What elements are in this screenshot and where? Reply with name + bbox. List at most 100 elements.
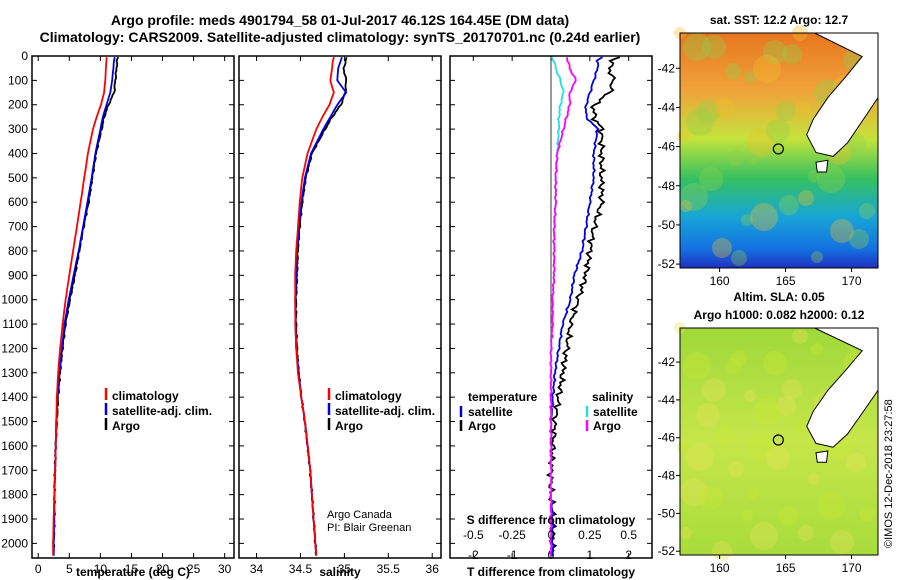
secondary-axis-label: S difference from climatology xyxy=(467,513,636,527)
sla-map-texture xyxy=(763,351,787,375)
sst-map-texture xyxy=(753,55,781,83)
sst-map-x-tick-label: 160 xyxy=(710,274,730,288)
depth-tick-label: 0 xyxy=(21,49,28,63)
figure-title-line1: Argo profile: meds 4901794_58 01-Jul-201… xyxy=(110,12,570,28)
depth-tick-label: 1300 xyxy=(1,366,28,380)
sla-map-x-tick-label: 160 xyxy=(710,561,730,575)
sst-map-y-tick-label: -46 xyxy=(658,140,676,154)
sst-map-texture xyxy=(808,170,820,182)
x-tick-label: 35.5 xyxy=(377,562,401,576)
plot-frame-2 xyxy=(238,55,442,559)
depth-tick-label: 800 xyxy=(8,244,28,258)
sla-map-texture xyxy=(830,530,854,554)
sla-map-texture xyxy=(846,452,866,472)
sla-map-subtitle: Argo h1000: 0.082 h2000: 0.12 xyxy=(694,308,865,322)
sla-map-y-tick-label: -50 xyxy=(658,506,676,520)
sst-map-texture xyxy=(849,229,869,249)
sst-map-texture xyxy=(731,250,747,266)
sst-map-texture xyxy=(766,119,790,143)
sst-map-texture xyxy=(725,63,741,79)
legend-label: climatology xyxy=(335,389,402,403)
temp-line-climatology xyxy=(52,57,108,556)
sla-map-texture xyxy=(744,390,756,402)
depth-tick-label: 600 xyxy=(8,195,28,209)
x-tick-label: -1 xyxy=(507,548,518,562)
sla-map-texture xyxy=(747,488,759,500)
sst-map-texture xyxy=(747,129,775,157)
sst-map-texture xyxy=(750,203,778,231)
sla-map-texture xyxy=(677,441,689,453)
sla-map-y-tick-label: -46 xyxy=(658,431,676,445)
sla-map-texture xyxy=(712,541,732,561)
sla-map-texture xyxy=(680,478,708,506)
x-tick-label: 1 xyxy=(587,548,594,562)
depth-tick-label: 1200 xyxy=(1,341,28,355)
x-tick-label: 30 xyxy=(218,562,232,576)
sst-map-field xyxy=(680,33,878,268)
sst-map-texture xyxy=(677,130,689,142)
sla-map-texture xyxy=(750,522,778,550)
sla-map-texture xyxy=(859,506,875,522)
sla-map-texture xyxy=(699,486,723,510)
sla-map-title: Altim. SLA: 0.05 xyxy=(733,290,825,304)
sla-map-texture xyxy=(776,396,796,416)
sst-map-texture xyxy=(798,190,814,206)
sla-map-texture xyxy=(686,443,714,471)
sla-map-texture xyxy=(817,492,845,520)
sst-map-title: sat. SST: 12.2 Argo: 12.7 xyxy=(710,13,849,27)
sst-map-texture xyxy=(728,150,744,166)
sst-map-texture xyxy=(680,200,692,212)
s-tick-label: 0.5 xyxy=(620,528,637,542)
sla-map-island xyxy=(815,450,829,463)
sst-map-texture xyxy=(715,98,735,118)
depth-tick-label: 1700 xyxy=(1,463,28,477)
depth-tick-label: 1400 xyxy=(1,390,28,404)
legend-label: satellite-adj. clim. xyxy=(335,404,435,418)
sla-map-x-tick-label: 170 xyxy=(842,561,862,575)
sst-map-texture xyxy=(795,101,811,117)
s-tick-label: 0.25 xyxy=(578,528,602,542)
sst-map-texture xyxy=(696,100,720,124)
temp-line-satelliteadjclim xyxy=(52,56,116,556)
sst-map-texture xyxy=(782,44,802,64)
s-tick-label: -0.25 xyxy=(498,528,526,542)
legend-label: satellite-adj. clim. xyxy=(112,404,212,418)
x-tick-label: 5 xyxy=(66,562,73,576)
legend-label: climatology xyxy=(112,389,179,403)
depth-tick-label: 1900 xyxy=(1,512,28,526)
figure-title-line2: Climatology: CARS2009. Satellite-adjuste… xyxy=(39,29,641,45)
sla-map-texture xyxy=(795,420,811,436)
sst-map-texture xyxy=(747,153,759,165)
sla-map-y-tick-label: -48 xyxy=(658,469,676,483)
sla-map-frame xyxy=(679,327,879,556)
plots-layer: 0100200300400500600700800900100011001200… xyxy=(1,49,653,579)
sla-map-texture xyxy=(725,358,741,374)
x-tick-label: 35 xyxy=(338,562,352,576)
depth-tick-label: 700 xyxy=(8,220,28,234)
sla-map-y-tick-label: -52 xyxy=(658,544,676,558)
sla-map-x-tick-label: 165 xyxy=(776,561,796,575)
legend-label: Argo xyxy=(112,419,140,433)
sla-map-texture xyxy=(741,509,753,521)
sst-map-island xyxy=(815,159,829,173)
sal-line-climatology xyxy=(294,56,335,556)
sst-map-texture xyxy=(712,238,732,258)
watermark: ©IMOS 12-Dec-2018 23:27:58 xyxy=(883,399,895,548)
sst-map-texture xyxy=(830,219,854,243)
legend-head-temperature: temperature xyxy=(468,390,538,404)
sla-map-field xyxy=(680,328,878,555)
x-tick-label: 34 xyxy=(250,562,264,576)
s-tick-label: 0 xyxy=(548,528,555,542)
depth-tick-label: 400 xyxy=(8,146,28,160)
temp-line-argo xyxy=(52,56,120,556)
sla-map-texture xyxy=(782,379,802,399)
sla-map-texture xyxy=(811,343,823,355)
sst-map-texture xyxy=(686,108,714,136)
x-axis-label: T difference from climatology xyxy=(467,565,635,579)
sla-map-texture xyxy=(792,328,808,344)
sla-map-texture xyxy=(747,432,775,460)
sla-map-texture xyxy=(798,525,814,541)
sla-map-texture xyxy=(808,473,820,485)
x-tick-label: 2 xyxy=(625,548,632,562)
